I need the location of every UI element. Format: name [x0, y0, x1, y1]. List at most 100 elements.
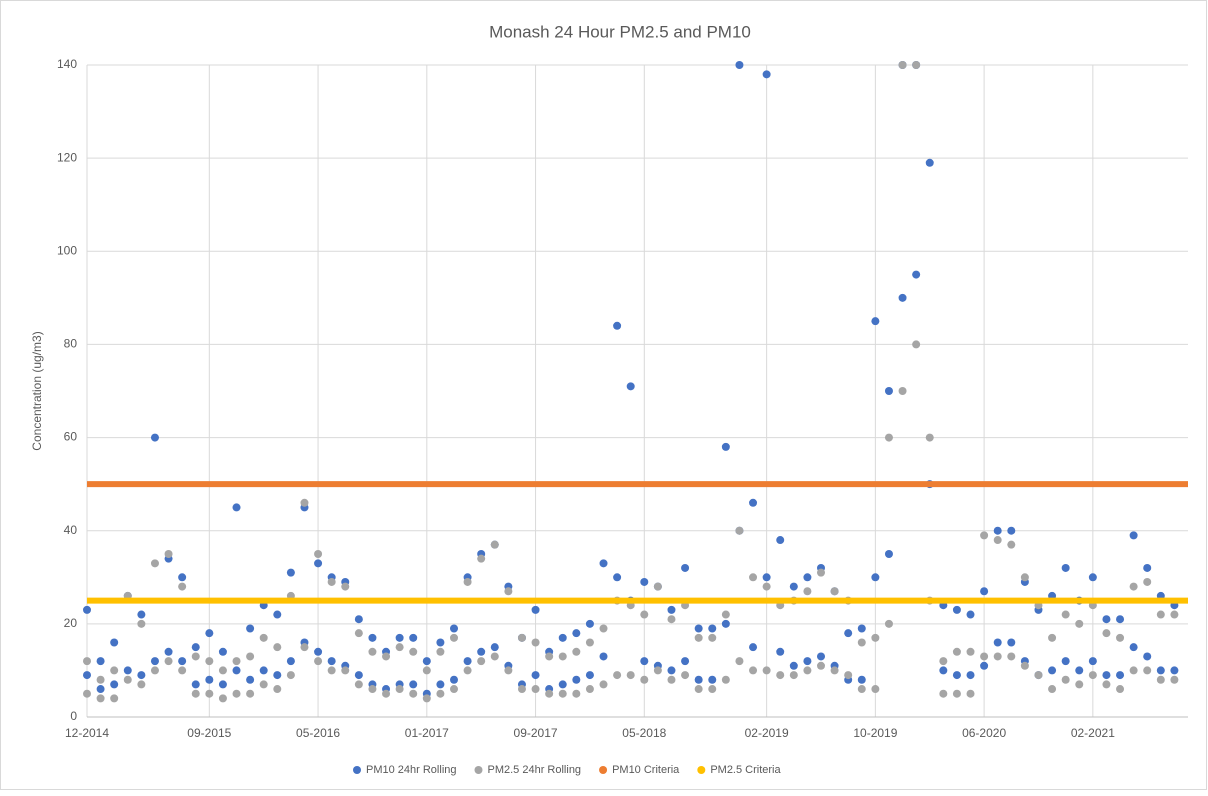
data-point — [531, 638, 540, 647]
data-point — [721, 619, 730, 628]
y-tick-label: 100 — [57, 243, 77, 257]
data-point — [803, 666, 812, 675]
data-point — [599, 624, 608, 633]
data-point — [246, 652, 255, 661]
data-point — [817, 568, 825, 577]
data-point — [844, 671, 853, 680]
data-point — [735, 61, 744, 69]
data-point — [708, 675, 717, 684]
data-point — [531, 685, 540, 694]
data-point — [1156, 675, 1165, 684]
data-point — [762, 582, 771, 591]
data-point — [1102, 671, 1111, 680]
x-tick-label: 05-2018 — [622, 726, 666, 740]
data-point — [789, 671, 798, 680]
data-point — [246, 675, 255, 684]
data-point — [585, 619, 594, 628]
data-point — [517, 633, 526, 642]
data-point — [898, 387, 907, 395]
data-point — [327, 577, 336, 586]
data-point — [993, 652, 1002, 661]
data-point — [96, 694, 105, 703]
data-point — [952, 689, 961, 698]
data-point — [1088, 671, 1097, 680]
data-point — [653, 582, 662, 591]
data-point — [178, 657, 187, 666]
data-point — [871, 685, 880, 694]
data-point — [1143, 563, 1152, 572]
data-point — [708, 624, 717, 633]
legend-marker — [697, 766, 706, 774]
data-point — [1156, 610, 1165, 619]
data-point — [871, 573, 880, 582]
data-point — [952, 647, 961, 656]
y-tick-label: 20 — [64, 616, 78, 630]
data-point — [572, 629, 581, 638]
data-point — [286, 568, 295, 577]
data-point — [300, 498, 309, 507]
data-point — [1116, 615, 1125, 624]
data-point — [626, 671, 635, 680]
data-point — [721, 442, 730, 451]
data-point — [191, 680, 200, 689]
data-point — [1007, 540, 1016, 549]
data-point — [436, 638, 445, 647]
data-point — [1088, 657, 1097, 666]
data-point — [382, 689, 391, 698]
data-point — [409, 689, 418, 698]
data-point — [123, 675, 132, 684]
data-point — [354, 629, 363, 638]
data-point — [150, 657, 159, 666]
x-tick-label: 01-2017 — [405, 726, 449, 740]
data-point — [1129, 666, 1138, 675]
data-point — [613, 321, 622, 330]
data-point — [803, 657, 812, 666]
data-point — [96, 685, 105, 694]
data-point — [694, 675, 703, 684]
data-point — [354, 615, 363, 624]
data-point — [939, 689, 948, 698]
y-tick-label: 40 — [64, 523, 78, 537]
data-point — [939, 657, 948, 666]
data-point — [667, 666, 676, 675]
data-point — [436, 689, 445, 698]
data-point — [721, 675, 730, 684]
data-point — [123, 666, 132, 675]
data-point — [803, 573, 812, 582]
data-point — [218, 647, 227, 656]
data-point — [259, 666, 268, 675]
data-point — [1156, 666, 1165, 675]
data-point — [137, 619, 146, 628]
data-point — [300, 643, 309, 652]
data-point — [1061, 675, 1070, 684]
data-point — [762, 573, 771, 582]
data-point — [952, 605, 961, 614]
data-point — [1129, 531, 1138, 540]
data-point — [1116, 633, 1125, 642]
data-point — [327, 657, 336, 666]
data-point — [164, 550, 173, 558]
data-point — [966, 610, 975, 619]
data-point — [966, 689, 975, 698]
data-point — [558, 680, 567, 689]
data-point — [572, 647, 581, 656]
x-tick-label: 02-2019 — [745, 726, 789, 740]
data-point — [599, 652, 608, 661]
data-point — [694, 624, 703, 633]
data-point — [1102, 629, 1111, 638]
data-point — [1075, 680, 1084, 689]
data-point — [436, 680, 445, 689]
data-point — [477, 647, 486, 656]
y-tick-label: 80 — [64, 337, 78, 351]
data-point — [205, 657, 214, 666]
data-point — [395, 685, 404, 694]
data-point — [273, 643, 282, 652]
data-point — [640, 675, 649, 684]
data-point — [952, 671, 961, 680]
data-point — [463, 657, 472, 666]
data-point — [477, 554, 486, 563]
data-point — [1170, 666, 1179, 675]
data-point — [1048, 666, 1057, 675]
data-point — [599, 680, 608, 689]
data-point — [83, 605, 91, 614]
